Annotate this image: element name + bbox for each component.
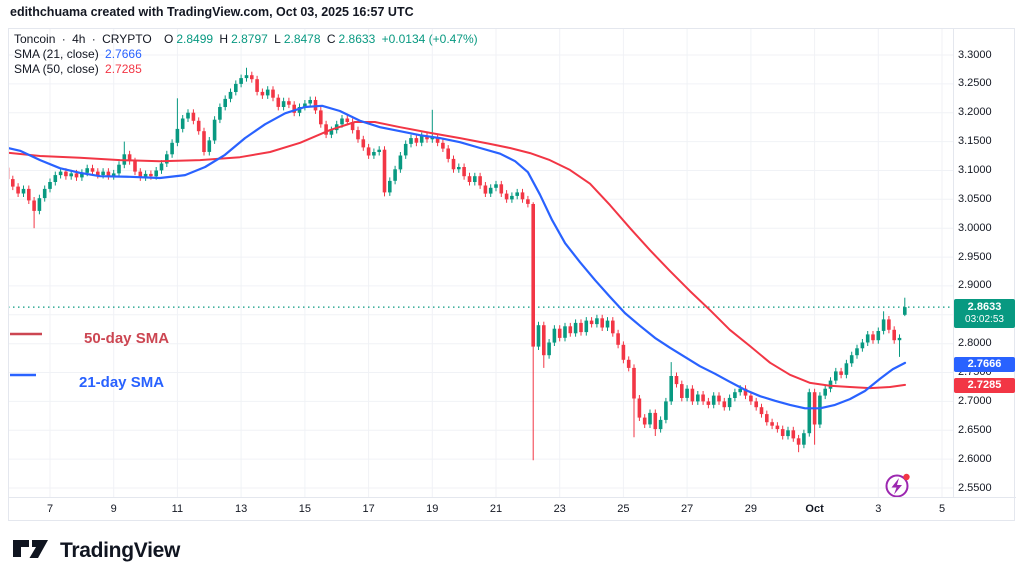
chart-pane-border: [8, 28, 1015, 521]
sma50-value: 2.7285: [105, 62, 142, 76]
time-tick-11: 11: [171, 503, 184, 515]
high-value: 2.8797: [231, 32, 268, 46]
sma50-legend-row[interactable]: SMA (50, close) 2.7285: [14, 62, 481, 76]
sma21-axis-label: 2.7666: [954, 357, 1015, 372]
brand-name: TradingView: [60, 539, 181, 562]
candlesticks: [8, 67, 907, 461]
legend-separator: ·: [61, 32, 66, 46]
low-key: L: [274, 32, 281, 46]
sma21-annotation-text[interactable]: 21-day SMA: [79, 374, 165, 391]
price-tick-2.6500: 2.6500: [958, 423, 992, 436]
bar-countdown: 03:02:53: [965, 314, 1004, 325]
time-tick-17: 17: [362, 503, 375, 515]
time-tick-15: 15: [298, 503, 312, 515]
time-tick-25: 25: [617, 503, 630, 515]
price-tick-3.3000: 3.3000: [958, 48, 992, 61]
sma50-axis-label: 2.7285: [954, 378, 1015, 393]
time-tick-27: 27: [680, 503, 694, 515]
tradingview-logo-icon: [13, 540, 48, 558]
price-axis-separator: [953, 28, 954, 497]
price-tick-2.8000: 2.8000: [958, 337, 992, 350]
low-value: 2.8478: [283, 32, 321, 46]
time-tick-7: 7: [46, 503, 54, 515]
open-value: 2.8499: [176, 32, 214, 46]
time-tick-23: 23: [553, 503, 566, 515]
close-value: 2.8633: [338, 32, 376, 46]
sma50-annotation-text[interactable]: 50-day SMA: [84, 330, 170, 347]
price-tick-2.5500: 2.5500: [958, 481, 992, 494]
sma50-line: [8, 121, 906, 390]
price-tick-2.7000: 2.7000: [958, 394, 992, 407]
time-axis-separator: [8, 497, 1016, 498]
time-tick-19: 19: [426, 503, 439, 515]
price-tick-3.2500: 3.2500: [958, 77, 992, 90]
plot-layers: [8, 28, 953, 497]
time-tick-29: 29: [744, 503, 758, 515]
sma50-label: SMA (50, close): [14, 62, 99, 76]
price-tick-2.9000: 2.9000: [958, 279, 992, 292]
exchange-label: CRYPTO: [102, 32, 152, 46]
sma21-value: 2.7666: [105, 47, 142, 61]
grid-lines: [8, 28, 953, 497]
last-price-label: 2.8633 03:02:53: [954, 299, 1015, 328]
spark-icon[interactable]: [885, 473, 910, 498]
time-tick-Oct: Oct: [805, 503, 824, 515]
interval-label: 4h: [72, 32, 86, 46]
last-price-value: 2.8633: [967, 301, 1002, 313]
time-tick-3: 3: [875, 503, 882, 515]
sma21-legend-row[interactable]: SMA (21, close) 2.7666: [14, 47, 481, 61]
sma21-line: [8, 104, 907, 410]
price-tick-3.0000: 3.0000: [958, 221, 992, 234]
high-key: H: [219, 32, 229, 46]
time-tick-21: 21: [489, 503, 503, 515]
open-key: O: [164, 32, 174, 46]
price-tick-3.1500: 3.1500: [958, 135, 992, 148]
price-tick-2.6000: 2.6000: [958, 452, 992, 465]
symbol-name: Toncoin: [14, 32, 56, 46]
price-tick-3.2000: 3.2000: [958, 106, 992, 119]
time-tick-5: 5: [938, 503, 946, 515]
time-tick-9: 9: [110, 503, 117, 515]
price-tick-3.0500: 3.0500: [958, 192, 992, 205]
time-tick-13: 13: [234, 503, 248, 515]
price-tick-2.9500: 2.9500: [958, 250, 992, 263]
close-key: C: [326, 32, 336, 46]
creator-credit-text: edithchuama created with TradingView.com…: [10, 5, 414, 19]
tradingview-footer-logo[interactable]: TradingView: [12, 537, 180, 565]
sma21-label: SMA (21, close): [14, 47, 99, 61]
change-value: +0.0134 (+0.47%): [381, 32, 478, 46]
price-tick-3.1000: 3.1000: [958, 164, 992, 176]
legend-separator: ·: [91, 32, 96, 46]
